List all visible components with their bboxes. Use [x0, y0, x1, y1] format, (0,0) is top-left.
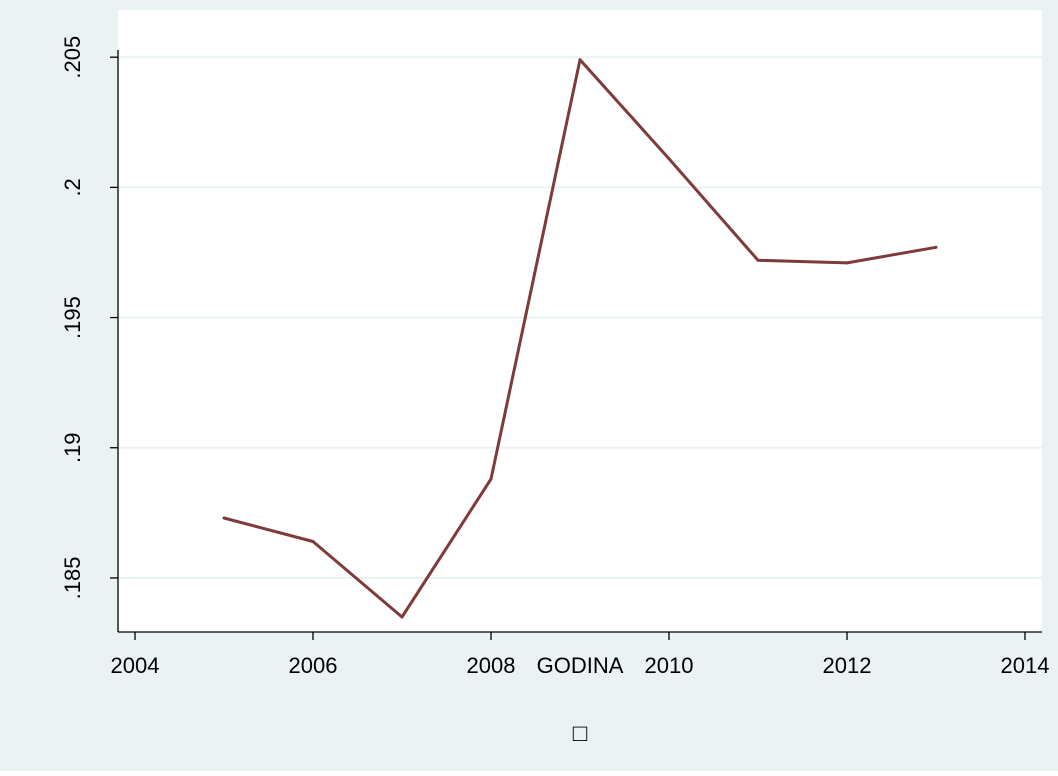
- data-point: [756, 258, 760, 262]
- data-point: [311, 539, 315, 543]
- x-tick-label: 2006: [289, 653, 338, 678]
- axes: [110, 50, 1042, 640]
- data-point: [400, 615, 404, 619]
- y-tick-label: .205: [60, 36, 85, 79]
- x-tick-label: 2010: [645, 653, 694, 678]
- series-layer: [222, 58, 938, 619]
- data-point: [667, 157, 671, 161]
- x-tick-label: 2014: [1001, 653, 1050, 678]
- y-tick-label: .19: [60, 432, 85, 463]
- plot-area: [118, 10, 1042, 632]
- x-axis-label: GODINA: [537, 653, 624, 678]
- legend-key-icon: □: [573, 720, 588, 747]
- data-point: [489, 477, 493, 481]
- gridlines: [118, 56, 1042, 579]
- data-point: [934, 245, 938, 249]
- x-tick-label: 2012: [823, 653, 872, 678]
- data-point: [578, 58, 582, 62]
- y-tick-label: .195: [60, 296, 85, 339]
- data-point: [222, 516, 226, 520]
- y-tick-label: .2: [60, 178, 85, 196]
- y-tick-label: .185: [60, 557, 85, 600]
- x-tick-label: 2008: [467, 653, 516, 678]
- x-tick-label: 2004: [111, 653, 160, 678]
- data-point: [845, 261, 849, 265]
